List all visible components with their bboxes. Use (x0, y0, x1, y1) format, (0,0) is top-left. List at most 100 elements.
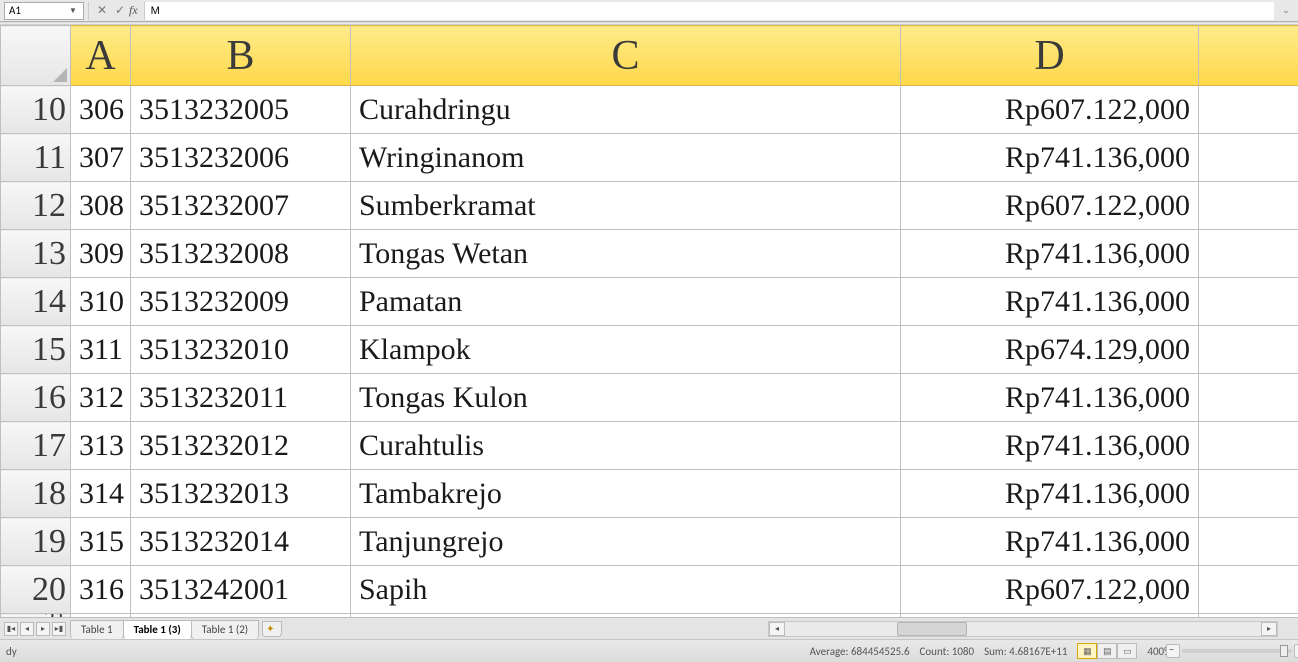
cell-A[interactable]: 316 (71, 566, 131, 614)
cell-C[interactable]: Curahdringu (351, 86, 901, 134)
cell-D[interactable]: Rp607.122,000 (901, 86, 1199, 134)
cell-E[interactable] (1199, 230, 1298, 278)
tab-nav-prev-icon[interactable]: ◂ (20, 622, 34, 636)
hscroll-right-icon[interactable]: ▸ (1261, 622, 1277, 636)
new-sheet-tab-button[interactable] (262, 621, 282, 637)
cell-E[interactable] (1199, 182, 1298, 230)
row-header[interactable]: 11 (1, 134, 71, 182)
view-normal-icon[interactable]: ▦ (1077, 643, 1097, 659)
cell-B[interactable]: 3513232013 (131, 470, 351, 518)
cell-B[interactable]: 3513232006 (131, 134, 351, 182)
col-header-C[interactable]: C (351, 26, 901, 86)
cell-B[interactable]: 3513232011 (131, 374, 351, 422)
cell-D[interactable]: Rp741.136,000 (901, 230, 1199, 278)
cell-D[interactable]: Rp741.136,000 (901, 518, 1199, 566)
hscroll-left-icon[interactable]: ◂ (769, 622, 785, 636)
cell-D[interactable]: Rp741.136,000 (901, 470, 1199, 518)
cell-B[interactable]: 3513232010 (131, 326, 351, 374)
cell-B[interactable]: 3513232012 (131, 422, 351, 470)
cell-B[interactable]: 3513232007 (131, 182, 351, 230)
cell-C[interactable]: Klampok (351, 326, 901, 374)
cell-D[interactable]: Rp741.136,000 (901, 278, 1199, 326)
cell-E[interactable] (1199, 566, 1298, 614)
cell-E[interactable] (1199, 86, 1298, 134)
name-box[interactable]: A1 ▼ (4, 2, 84, 20)
cell-E[interactable] (1199, 470, 1298, 518)
cell-C[interactable]: Sumberkramat (351, 182, 901, 230)
cell-B[interactable]: 3513242001 (131, 566, 351, 614)
zoom-slider-thumb[interactable] (1280, 645, 1288, 657)
cell-A[interactable]: 310 (71, 278, 131, 326)
zoom-out-icon[interactable]: − (1169, 643, 1174, 656)
cell-A[interactable]: 307 (71, 134, 131, 182)
row-header[interactable]: 16 (1, 374, 71, 422)
sheet-tab[interactable]: Table 1 (70, 620, 124, 639)
cell-A[interactable]: 313 (71, 422, 131, 470)
cell-D[interactable]: Rp607.122,000 (901, 566, 1199, 614)
cell-E[interactable] (1199, 278, 1298, 326)
fx-icon[interactable]: fx (129, 3, 138, 18)
cell-C[interactable]: Tambakrejo (351, 470, 901, 518)
cell-A[interactable]: 315 (71, 518, 131, 566)
cell-A[interactable]: 309 (71, 230, 131, 278)
cell-E[interactable] (1199, 326, 1298, 374)
tab-nav-next-icon[interactable]: ▸ (36, 622, 50, 636)
select-all-corner[interactable] (1, 26, 71, 86)
cell-C[interactable]: Sapih (351, 566, 901, 614)
cancel-formula-icon[interactable]: ✕ (93, 2, 111, 20)
cell-E[interactable] (1199, 374, 1298, 422)
formula-input[interactable] (144, 2, 1274, 20)
accept-formula-icon[interactable]: ✓ (111, 2, 129, 20)
view-page-break-icon[interactable]: ▭ (1117, 643, 1137, 659)
hscroll-thumb[interactable] (897, 622, 967, 636)
cell-E[interactable] (1199, 134, 1298, 182)
cell-B[interactable]: 3513232008 (131, 230, 351, 278)
sheet-tab[interactable]: Table 1 (2) (191, 620, 259, 639)
row-header[interactable]: 13 (1, 230, 71, 278)
cell-C[interactable]: Wringinanom (351, 134, 901, 182)
tab-nav-last-icon[interactable]: ▸▮ (52, 622, 66, 636)
cell-C[interactable]: Tongas Wetan (351, 230, 901, 278)
cell-B[interactable]: 3513232009 (131, 278, 351, 326)
cell-A[interactable]: 311 (71, 326, 131, 374)
cell-D[interactable]: Rp741.136,000 (901, 134, 1199, 182)
zoom-slider[interactable]: − + (1182, 649, 1292, 653)
cell-D[interactable]: Rp741.136,000 (901, 422, 1199, 470)
row-header[interactable]: 19 (1, 518, 71, 566)
cell-E[interactable] (1199, 518, 1298, 566)
row-header[interactable]: 20 (1, 566, 71, 614)
cell-B[interactable]: 3513232005 (131, 86, 351, 134)
cell-D[interactable]: Rp741.136,000 (901, 374, 1199, 422)
view-page-layout-icon[interactable]: ▤ (1097, 643, 1117, 659)
cell-A[interactable]: 312 (71, 374, 131, 422)
cell-C[interactable]: Tanjungrejo (351, 518, 901, 566)
cell-E[interactable] (1199, 422, 1298, 470)
row-header[interactable]: 10 (1, 86, 71, 134)
sheet-table: A B C D 103063513232005CurahdringuRp607.… (0, 25, 1298, 617)
cell-D[interactable]: Rp607.122,000 (901, 182, 1199, 230)
cell-C[interactable]: Pamatan (351, 278, 901, 326)
col-header-D[interactable]: D (901, 26, 1199, 86)
row-header[interactable]: 15 (1, 326, 71, 374)
cell-C[interactable]: Tongas Kulon (351, 374, 901, 422)
col-header-A[interactable]: A (71, 26, 131, 86)
horizontal-scrollbar[interactable]: ◂ ▸ (768, 621, 1278, 637)
tab-nav-first-icon[interactable]: ▮◂ (4, 622, 18, 636)
col-header-E[interactable] (1199, 26, 1298, 86)
sheet-tab[interactable]: Table 1 (3) (123, 620, 192, 639)
expand-formula-bar-icon[interactable]: ⌄ (1278, 3, 1294, 19)
table-row: 203163513242001SapihRp607.122,000 (1, 566, 1298, 614)
row-header[interactable]: 14 (1, 278, 71, 326)
cell-D[interactable]: Rp674.129,000 (901, 326, 1199, 374)
sheet-tabs-bar: ▮◂ ◂ ▸ ▸▮ Table 1Table 1 (3)Table 1 (2) … (0, 617, 1298, 639)
cell-B[interactable]: 3513232014 (131, 518, 351, 566)
row-header[interactable]: 18 (1, 470, 71, 518)
cell-C[interactable]: Curahtulis (351, 422, 901, 470)
cell-A[interactable]: 308 (71, 182, 131, 230)
row-header[interactable]: 17 (1, 422, 71, 470)
col-header-B[interactable]: B (131, 26, 351, 86)
name-box-dropdown-icon[interactable]: ▼ (67, 6, 79, 16)
row-header[interactable]: 12 (1, 182, 71, 230)
cell-A[interactable]: 306 (71, 86, 131, 134)
cell-A[interactable]: 314 (71, 470, 131, 518)
